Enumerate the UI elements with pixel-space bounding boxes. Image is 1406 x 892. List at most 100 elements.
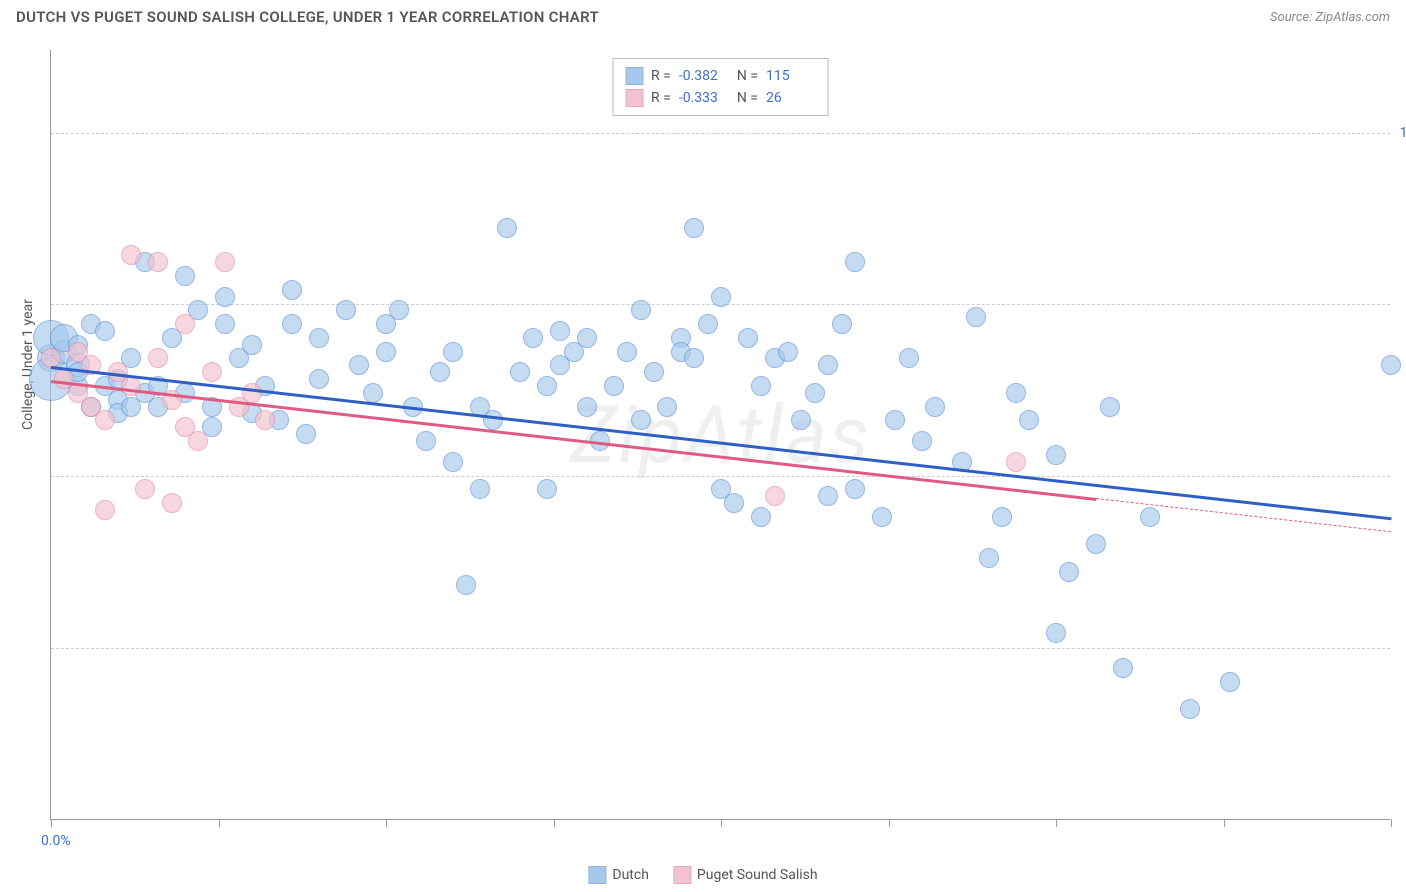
- legend-r-label: R =: [651, 68, 671, 84]
- data-point: [215, 252, 235, 272]
- data-point: [805, 383, 825, 403]
- data-point: [698, 314, 718, 334]
- data-point: [95, 500, 115, 520]
- data-point: [510, 362, 530, 382]
- x-tick: [1224, 819, 1225, 827]
- data-point: [175, 314, 195, 334]
- data-point: [349, 355, 369, 375]
- legend-swatch: [673, 866, 691, 884]
- legend-r-value: -0.333: [679, 90, 729, 106]
- data-point: [1180, 699, 1200, 719]
- x-tick: [889, 819, 890, 827]
- x-tick: [219, 819, 220, 827]
- data-point: [175, 266, 195, 286]
- legend-swatch: [625, 89, 643, 107]
- scatter-chart: ZipAtlas R =-0.382N =115R =-0.333N =26 2…: [50, 50, 1390, 820]
- data-point: [1046, 445, 1066, 465]
- legend-item: Puget Sound Salish: [673, 866, 818, 884]
- data-point: [255, 410, 275, 430]
- data-point: [1019, 410, 1039, 430]
- data-point: [202, 362, 222, 382]
- data-point: [872, 507, 892, 527]
- data-point: [242, 383, 262, 403]
- data-point: [617, 342, 637, 362]
- data-point: [188, 431, 208, 451]
- x-tick: [386, 819, 387, 827]
- legend-n-value: 115: [766, 68, 816, 84]
- data-point: [148, 348, 168, 368]
- data-point: [644, 362, 664, 382]
- data-point: [430, 362, 450, 382]
- legend-swatch: [588, 866, 606, 884]
- source-attribution: Source: ZipAtlas.com: [1270, 10, 1390, 25]
- gridline: [51, 133, 1390, 134]
- series-legend: Dutch Puget Sound Salish: [588, 866, 817, 884]
- data-point: [1046, 623, 1066, 643]
- data-point: [818, 486, 838, 506]
- y-tick-label: 100.0%: [1400, 125, 1406, 141]
- data-point: [724, 493, 744, 513]
- data-point: [684, 348, 704, 368]
- legend-item: Dutch: [588, 866, 649, 884]
- data-point: [1006, 452, 1026, 472]
- data-point: [657, 397, 677, 417]
- data-point: [912, 431, 932, 451]
- chart-title: DUTCH VS PUGET SOUND SALISH COLLEGE, UND…: [16, 8, 599, 26]
- data-point: [523, 328, 543, 348]
- x-tick-label: 0.0%: [41, 833, 71, 849]
- data-point: [631, 300, 651, 320]
- data-point: [966, 307, 986, 327]
- data-point: [416, 431, 436, 451]
- data-point: [148, 252, 168, 272]
- gridline: [51, 648, 1390, 649]
- correlation-legend: R =-0.382N =115R =-0.333N =26: [612, 58, 829, 116]
- data-point: [1086, 534, 1106, 554]
- legend-row: R =-0.333N =26: [625, 87, 816, 109]
- data-point: [282, 314, 302, 334]
- data-point: [215, 287, 235, 307]
- legend-n-label: N =: [737, 90, 758, 106]
- x-tick: [1391, 819, 1392, 827]
- data-point: [1100, 397, 1120, 417]
- data-point: [751, 376, 771, 396]
- x-tick: [51, 819, 52, 827]
- data-point: [765, 486, 785, 506]
- gridline: [51, 476, 1390, 477]
- data-point: [121, 245, 141, 265]
- x-tick: [554, 819, 555, 827]
- data-point: [389, 300, 409, 320]
- data-point: [604, 376, 624, 396]
- data-point: [296, 424, 316, 444]
- data-point: [242, 335, 262, 355]
- data-point: [215, 314, 235, 334]
- data-point: [537, 479, 557, 499]
- data-point: [470, 479, 490, 499]
- data-point: [443, 342, 463, 362]
- data-point: [336, 300, 356, 320]
- data-point: [456, 575, 476, 595]
- legend-r-label: R =: [651, 90, 671, 106]
- data-point: [537, 376, 557, 396]
- data-point: [751, 507, 771, 527]
- legend-row: R =-0.382N =115: [625, 65, 816, 87]
- data-point: [1113, 658, 1133, 678]
- data-point: [925, 397, 945, 417]
- data-point: [497, 218, 517, 238]
- data-point: [832, 314, 852, 334]
- data-point: [885, 410, 905, 430]
- data-point: [282, 280, 302, 300]
- data-point: [577, 397, 597, 417]
- data-point: [1140, 507, 1160, 527]
- x-tick: [1056, 819, 1057, 827]
- chart-header: DUTCH VS PUGET SOUND SALISH COLLEGE, UND…: [0, 0, 1406, 30]
- data-point: [121, 376, 141, 396]
- data-point: [95, 410, 115, 430]
- data-point: [738, 328, 758, 348]
- data-point: [376, 342, 396, 362]
- legend-label: Puget Sound Salish: [697, 867, 818, 883]
- data-point: [577, 328, 597, 348]
- legend-r-value: -0.382: [679, 68, 729, 84]
- legend-swatch: [625, 67, 643, 85]
- data-point: [1381, 355, 1401, 375]
- data-point: [778, 342, 798, 362]
